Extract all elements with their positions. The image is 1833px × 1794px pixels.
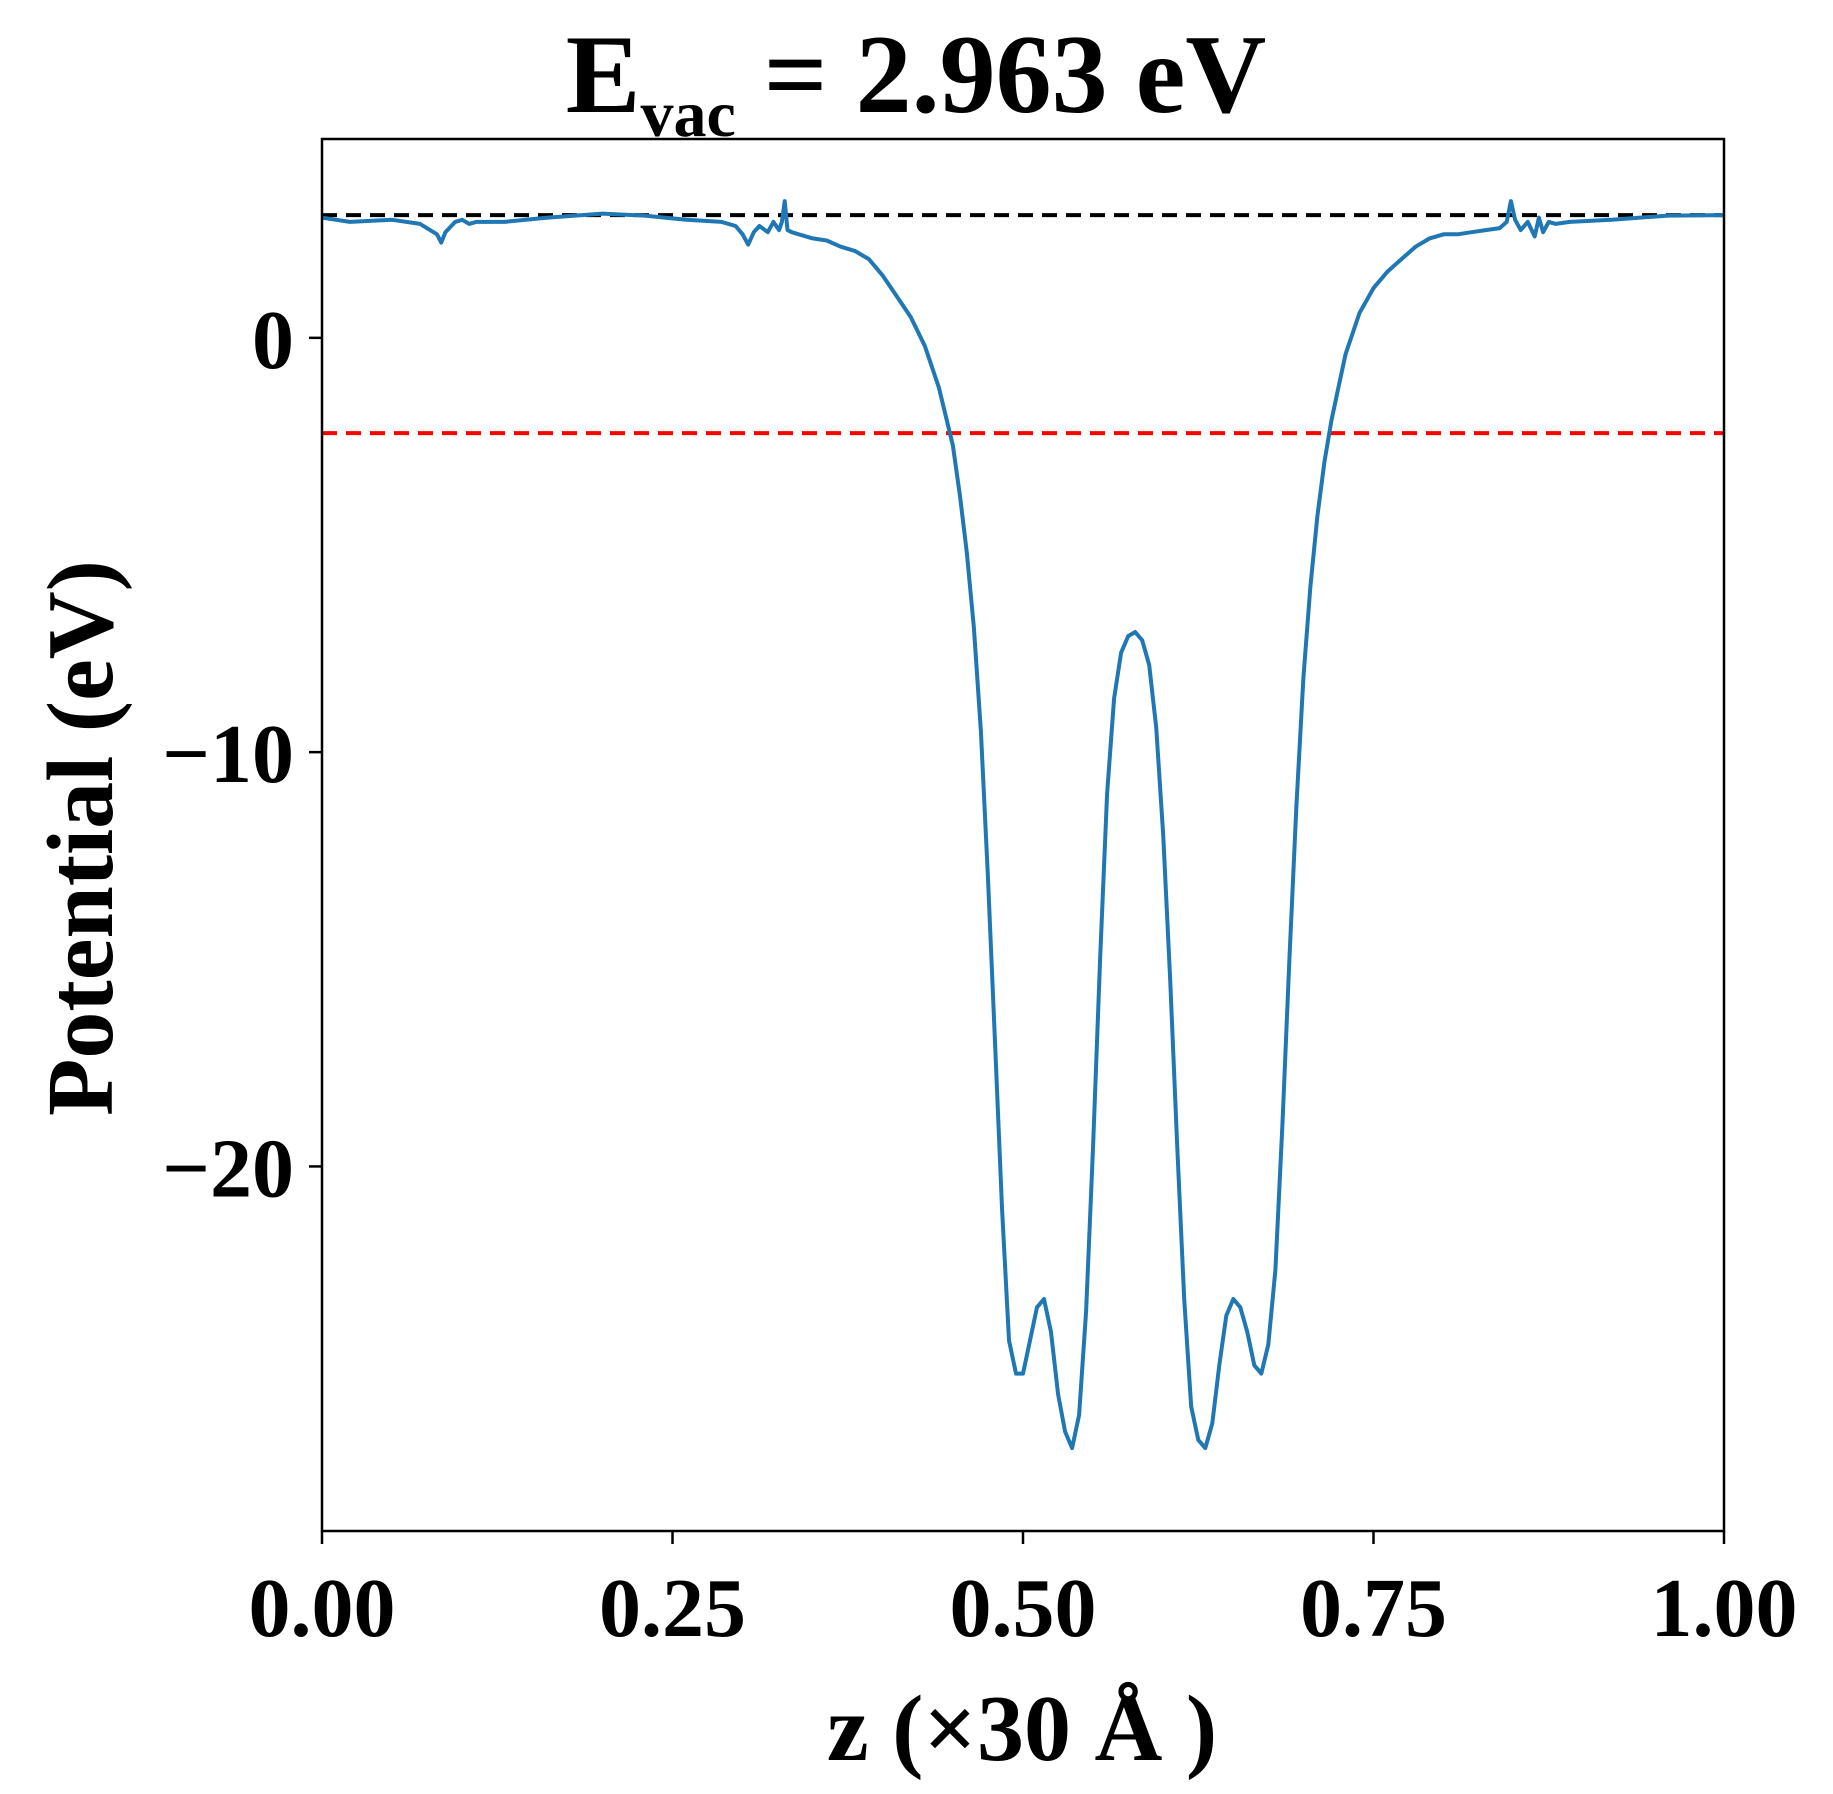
y-tick-label: −20 [162, 1122, 294, 1215]
chart-title-main: E [566, 13, 641, 137]
series-line-0 [321, 199, 1725, 1451]
x-axis-ticks: 0.00 0.25 0.50 0.75 1.00 [249, 1531, 1798, 1655]
y-tick-label: 0 [252, 294, 294, 387]
chart-title-rest: = 2.963 eV [736, 13, 1266, 137]
chart-title: Evac = 2.963 eV [566, 13, 1266, 151]
series-layer [321, 199, 1725, 1451]
reference-lines [322, 213, 1724, 436]
y-axis-ticks: 0 −10 −20 [162, 294, 322, 1215]
x-axis-label: z (×30 Å ) [827, 1677, 1217, 1781]
x-tick-label: 0.25 [599, 1562, 746, 1655]
x-tick-label: 0.50 [950, 1562, 1097, 1655]
y-tick-label: −10 [162, 708, 294, 801]
plot-frame [320, 137, 1726, 1533]
x-tick-label: 1.00 [1651, 1562, 1798, 1655]
y-axis-label: Potential (eV) [29, 560, 133, 1116]
x-tick-label: 0.00 [249, 1562, 396, 1655]
x-tick-label: 0.75 [1300, 1562, 1447, 1655]
